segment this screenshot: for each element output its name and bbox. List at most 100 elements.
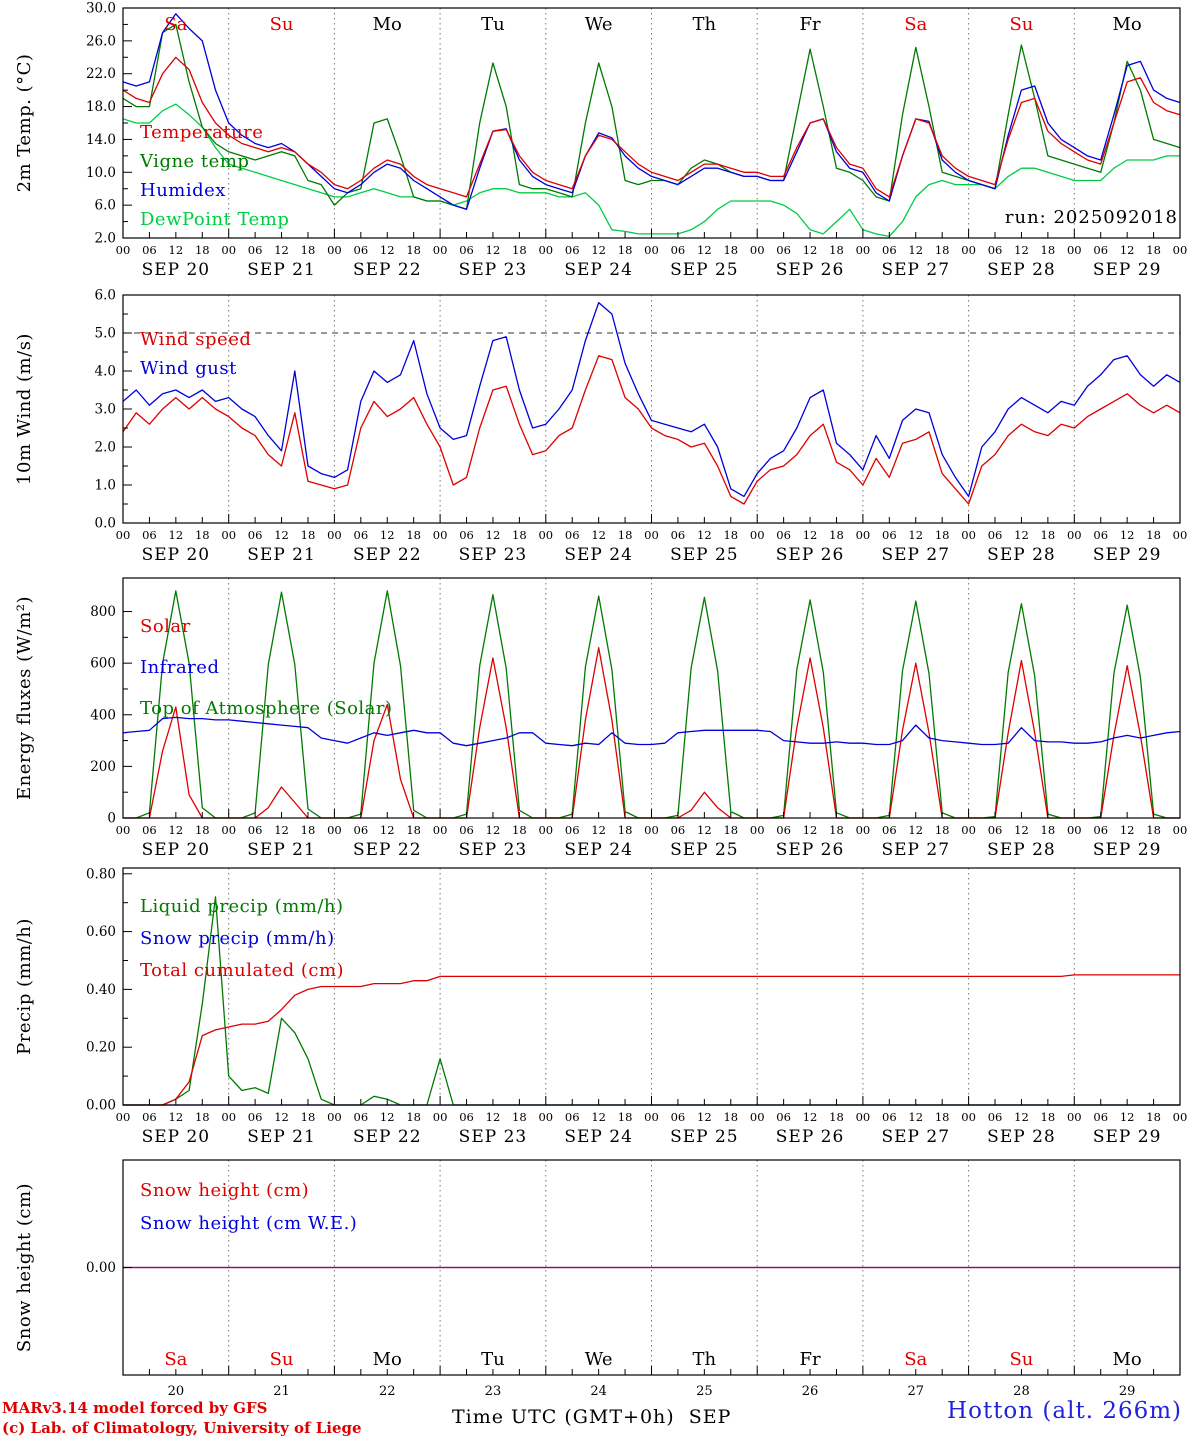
date-label: SEP 21: [247, 260, 316, 280]
y-tick-label: 0.80: [86, 866, 116, 882]
hour-label: 18: [406, 528, 421, 542]
day-abbrev: Fr: [800, 1349, 821, 1370]
day-abbrev: Mo: [1113, 14, 1142, 35]
run-label: run: 2025092018: [1004, 207, 1178, 228]
hour-label: 18: [1041, 823, 1056, 837]
hour-label: 12: [169, 528, 184, 542]
hour-label: 12: [486, 1110, 501, 1124]
y-axis-title: Energy fluxes (W/m²): [14, 596, 35, 800]
hour-label: 06: [142, 823, 157, 837]
day-abbrev: Th: [693, 14, 717, 35]
hour-label: 06: [354, 1110, 369, 1124]
date-label: SEP 28: [987, 260, 1056, 280]
hour-label: 18: [512, 1110, 527, 1124]
hour-label: 18: [195, 528, 210, 542]
hour-label: 18: [1041, 1110, 1056, 1124]
y-tick-label: 0: [107, 811, 116, 827]
hour-label: 18: [406, 823, 421, 837]
hour-label: 18: [512, 243, 527, 257]
y-tick-label: 0.20: [86, 1040, 116, 1056]
hour-label: 12: [169, 1110, 184, 1124]
hour-label: 18: [1146, 1110, 1161, 1124]
hour-label: 00: [750, 243, 765, 257]
y-tick-label: 0.00: [86, 1098, 116, 1114]
hour-label: 12: [908, 823, 923, 837]
hour-label: 12: [803, 1110, 818, 1124]
station-label: Hotton (alt. 266m): [947, 1398, 1182, 1424]
legend-entry: Liquid precip (mm/h): [140, 896, 344, 917]
series-infrared: [122, 716, 1181, 747]
date-label: SEP 22: [353, 1127, 422, 1147]
y-tick-label: 400: [90, 707, 116, 723]
hour-label: 06: [882, 1110, 897, 1124]
date-label: SEP 21: [247, 545, 316, 565]
hour-label: 18: [1146, 243, 1161, 257]
date-label: SEP 27: [881, 840, 950, 860]
day-abbrev: Tu: [481, 14, 505, 35]
hour-label: 06: [248, 243, 263, 257]
day-number: 29: [1119, 1384, 1136, 1399]
hour-label: 12: [697, 1110, 712, 1124]
hour-label: 12: [908, 528, 923, 542]
hour-label: 00: [961, 528, 976, 542]
y-tick-label: 2.0: [95, 440, 116, 456]
date-label: SEP 26: [776, 1127, 845, 1147]
date-label: SEP 24: [564, 545, 633, 565]
series-vigne-temp: [122, 23, 1181, 210]
hour-label: 18: [829, 823, 844, 837]
hour-label: 00: [856, 243, 871, 257]
hour-label: 00: [1173, 1110, 1188, 1124]
hour-label: 00: [433, 243, 448, 257]
hour-label: 06: [882, 823, 897, 837]
hour-label: 18: [1041, 243, 1056, 257]
hour-label: 00: [221, 528, 236, 542]
day-number: 27: [907, 1384, 924, 1399]
date-label: SEP 26: [776, 840, 845, 860]
hour-label: 00: [538, 243, 553, 257]
hour-label: 06: [988, 1110, 1003, 1124]
hour-label: 06: [142, 1110, 157, 1124]
hour-label: 06: [1093, 823, 1108, 837]
hour-label: 12: [274, 243, 289, 257]
y-axis-title: 2m Temp. (°C): [14, 54, 35, 193]
y-tick-label: 10.0: [86, 165, 116, 181]
hour-label: 00: [961, 1110, 976, 1124]
date-label: SEP 29: [1093, 260, 1162, 280]
hour-label: 06: [565, 1110, 580, 1124]
hour-label: 06: [671, 528, 686, 542]
y-tick-label: 6.0: [95, 198, 116, 214]
hour-label: 12: [591, 1110, 606, 1124]
hour-label: 12: [380, 1110, 395, 1124]
y-tick-label: 5.0: [95, 326, 116, 342]
hour-label: 12: [1120, 243, 1135, 257]
hour-label: 12: [169, 823, 184, 837]
y-tick-label: 600: [90, 656, 116, 672]
hour-label: 06: [776, 1110, 791, 1124]
hour-label: 00: [221, 1110, 236, 1124]
date-label: SEP 26: [776, 545, 845, 565]
hour-label: 18: [406, 243, 421, 257]
series-wind-speed: [122, 355, 1181, 505]
hour-label: 00: [1067, 1110, 1082, 1124]
hour-label: 18: [618, 528, 633, 542]
y-tick-label: 18.0: [86, 99, 116, 115]
y-tick-label: 14.0: [86, 132, 116, 148]
date-label: SEP 26: [776, 260, 845, 280]
legend-entry: Total cumulated (cm): [140, 960, 344, 981]
hour-label: 06: [354, 528, 369, 542]
hour-label: 12: [591, 528, 606, 542]
date-label: SEP 21: [247, 840, 316, 860]
model-credit: MARv3.14 model forced by GFS: [2, 1399, 268, 1417]
hour-label: 12: [697, 243, 712, 257]
y-tick-label: 1.0: [95, 478, 116, 494]
date-label: SEP 20: [142, 1127, 211, 1147]
hour-label: 18: [1146, 823, 1161, 837]
hour-label: 00: [1067, 823, 1082, 837]
hour-label: 00: [1067, 528, 1082, 542]
hour-label: 06: [459, 823, 474, 837]
y-axis-title: Precip (mm/h): [14, 918, 35, 1055]
day-abbrev: Fr: [800, 14, 821, 35]
hour-label: 12: [274, 528, 289, 542]
hour-label: 18: [935, 528, 950, 542]
